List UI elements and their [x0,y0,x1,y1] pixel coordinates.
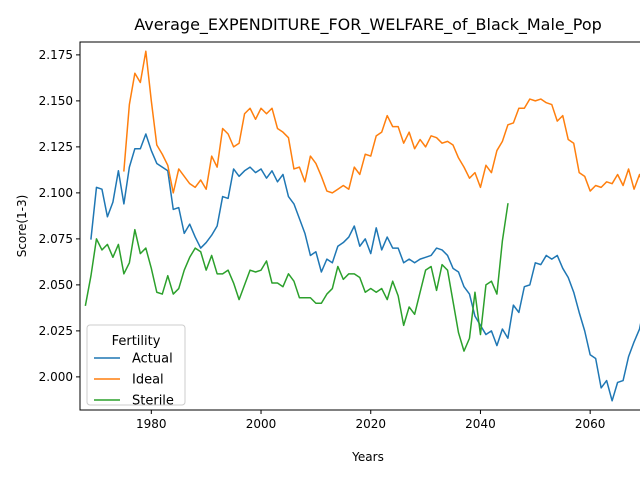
legend-box [86,324,186,406]
series-line-ideal [123,50,640,194]
plot-lines [84,50,640,402]
x-tick-label: 2040 [465,417,496,431]
series-line-actual [90,133,640,402]
legend-title: Fertility [112,334,161,349]
y-axis: 2.000 2.025 2.050 2.075 2.100 2.125 2.150 2.175 [39,48,80,384]
legend-label-sterile: Sterile [132,394,174,409]
y-tick-label: 2.125 [39,140,73,154]
y-axis-label: Score(1-3) [15,195,29,258]
x-tick-label: 2020 [355,417,386,431]
x-tick-label: 1980 [136,417,167,431]
legend-label-actual: Actual [132,352,173,367]
legend-label-ideal: Ideal [132,373,164,388]
series-line-sterile [84,203,509,352]
chart-legend: Fertility Actual Ideal Sterile [86,324,186,409]
y-tick-label: 2.000 [39,370,73,384]
y-tick-label: 2.025 [39,324,73,338]
y-tick-label: 2.075 [39,232,73,246]
y-tick-label: 2.100 [39,186,73,200]
x-tick-label: 2000 [246,417,277,431]
y-tick-label: 2.050 [39,278,73,292]
y-tick-label: 2.150 [39,94,73,108]
x-tick-label: 2060 [575,417,606,431]
legend-entries: Actual Ideal Sterile [94,352,174,409]
x-axis-label: Years [351,450,384,464]
chart-title: Average_EXPENDITURE_FOR_WELFARE_of_Black… [134,15,602,35]
plot-area-frame [79,41,640,411]
x-axis: 1980 2000 2020 2040 2060 [136,410,605,431]
y-tick-label: 2.175 [39,48,73,62]
